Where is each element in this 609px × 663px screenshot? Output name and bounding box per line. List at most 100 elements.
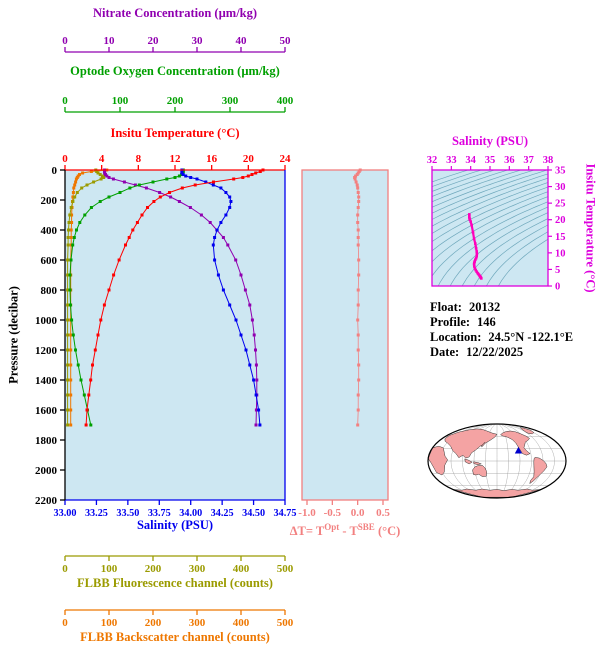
svg-text:-0.5: -0.5 <box>324 507 342 519</box>
svg-text:0: 0 <box>62 35 68 47</box>
ts-temperature-title: Insitu Temperature (°C) <box>583 163 598 293</box>
svg-text:34.50: 34.50 <box>242 508 265 519</box>
svg-text:400: 400 <box>277 95 294 107</box>
profile-value: 146 <box>477 315 496 329</box>
svg-text:0: 0 <box>555 282 560 293</box>
svg-text:0: 0 <box>62 617 68 629</box>
nitrate-axis-title: Nitrate Concentration (µm/kg) <box>92 6 258 20</box>
svg-text:12: 12 <box>170 153 182 165</box>
float-info-line: Location: 24.5°N -122.1°E <box>430 330 573 345</box>
svg-text:1000: 1000 <box>35 315 58 327</box>
svg-text:50: 50 <box>280 35 292 47</box>
svg-text:16: 16 <box>206 153 218 165</box>
svg-text:0.5: 0.5 <box>376 507 390 519</box>
svg-text:10: 10 <box>104 35 116 47</box>
delta-t-title-sup-sbe: SBE <box>357 522 375 532</box>
svg-text:400: 400 <box>233 617 250 629</box>
fluorescence-axis-title: FLBB Fluorescence channel (counts) <box>77 576 273 590</box>
svg-text:400: 400 <box>41 225 58 237</box>
svg-text:10: 10 <box>555 248 566 259</box>
svg-text:34: 34 <box>465 155 476 166</box>
svg-text:8: 8 <box>136 153 142 165</box>
profile-label: Profile: <box>430 315 471 329</box>
delta-t-axis-title: ΔT= TOpt - TSBE (°C) <box>280 520 410 538</box>
svg-text:35: 35 <box>485 155 496 166</box>
world-map <box>427 423 567 499</box>
location-label: Location: <box>430 330 482 344</box>
float-info-block: Float: 20132 Profile: 146 Location: 24.5°N … <box>430 300 573 360</box>
svg-text:0: 0 <box>62 563 68 575</box>
svg-text:0: 0 <box>52 165 58 177</box>
pressure-axis-title: Pressure (decibar) <box>6 286 21 384</box>
temperature-curve <box>84 168 265 427</box>
svg-text:34.75: 34.75 <box>274 508 297 519</box>
backscatter-axis-title: FLBB Backscatter channel (counts) <box>80 630 270 644</box>
salinity-axis: 33.00 33.25 33.50 33.75 34.00 34.25 34.50 34.75 <box>54 499 297 519</box>
svg-text:20: 20 <box>555 215 566 226</box>
temperature-axis: 0 4 8 12 16 20 24 <box>62 153 291 171</box>
svg-text:1800: 1800 <box>35 435 58 447</box>
svg-text:34.25: 34.25 <box>211 508 234 519</box>
svg-text:4: 4 <box>99 153 105 165</box>
salinity-axis-title: Salinity (PSU) <box>136 518 214 532</box>
svg-text:0: 0 <box>62 153 68 165</box>
svg-text:35: 35 <box>555 166 566 177</box>
svg-text:800: 800 <box>41 285 58 297</box>
svg-text:36: 36 <box>504 155 515 166</box>
svg-text:100: 100 <box>101 617 118 629</box>
pressure-axis: 0 200 400 600 800 1000 1200 1400 1600 1800 2000 220… <box>35 165 286 507</box>
svg-text:33.75: 33.75 <box>148 508 171 519</box>
svg-text:20: 20 <box>148 35 160 47</box>
svg-text:30: 30 <box>192 35 204 47</box>
svg-text:200: 200 <box>145 563 162 575</box>
svg-text:500: 500 <box>277 563 294 575</box>
svg-text:400: 400 <box>233 563 250 575</box>
backscatter-axis: 0 100 200 300 400 500 <box>62 609 294 629</box>
svg-text:20: 20 <box>243 153 255 165</box>
date-value: 12/22/2025 <box>466 345 524 359</box>
nitrate-axis: 0 10 20 30 40 50 <box>62 35 292 53</box>
svg-text:33.00: 33.00 <box>54 508 77 519</box>
delta-t-title-mid: - T <box>339 524 358 539</box>
svg-text:32: 32 <box>427 155 438 166</box>
temperature-axis-title: Insitu Temperature (°C) <box>110 126 240 140</box>
float-info-line: Date: 12/22/2025 <box>430 345 573 360</box>
svg-text:1400: 1400 <box>35 375 58 387</box>
svg-text:33: 33 <box>446 155 457 166</box>
float-location-marker <box>514 446 522 454</box>
delta-t-panel: -1.0 -0.5 0.0 0.5 <box>298 168 390 519</box>
svg-text:100: 100 <box>112 95 129 107</box>
float-value: 20132 <box>468 300 501 314</box>
svg-text:300: 300 <box>222 95 239 107</box>
svg-text:1600: 1600 <box>35 405 58 417</box>
svg-text:34.00: 34.00 <box>179 508 202 519</box>
date-label: Date: <box>430 345 460 359</box>
delta-t-title-sup-opt: Opt <box>324 522 340 532</box>
fluorescence-curve <box>66 168 106 427</box>
svg-text:33.50: 33.50 <box>116 508 139 519</box>
float-info-line: Profile: 146 <box>430 315 573 330</box>
svg-text:33.25: 33.25 <box>85 508 108 519</box>
delta-t-title-post: (°C) <box>374 524 401 539</box>
ts-panel: 32 33 34 35 36 37 38 0 5 10 15 20 25 30 35 <box>427 155 566 293</box>
svg-text:40: 40 <box>236 35 248 47</box>
svg-text:200: 200 <box>41 195 58 207</box>
svg-text:0.0: 0.0 <box>351 507 365 519</box>
fluorescence-axis: 0 100 200 300 400 500 <box>62 555 294 575</box>
svg-text:200: 200 <box>167 95 184 107</box>
svg-text:1200: 1200 <box>35 345 58 357</box>
svg-text:37: 37 <box>523 155 534 166</box>
delta-t-title-pre: ΔT= T <box>289 524 325 539</box>
svg-text:200: 200 <box>145 617 162 629</box>
map-land <box>428 427 548 498</box>
svg-text:2000: 2000 <box>35 465 58 477</box>
svg-text:600: 600 <box>41 255 58 267</box>
svg-text:0: 0 <box>62 95 68 107</box>
location-value: 24.5°N -122.1°E <box>488 330 574 344</box>
float-label: Float: <box>430 300 462 314</box>
svg-text:300: 300 <box>189 617 206 629</box>
nitrate-curve <box>103 168 259 427</box>
ts-curve <box>468 213 483 280</box>
